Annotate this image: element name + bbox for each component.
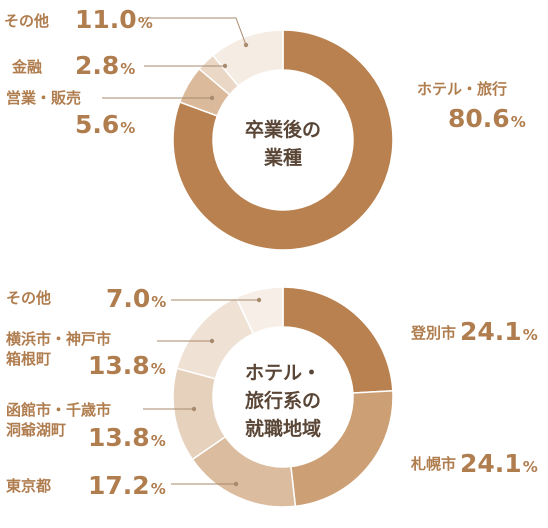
industry-label-hotel: ホテル・旅行	[417, 80, 507, 98]
region-value-sapporo-number: 24.1	[460, 449, 522, 478]
region-slice-5	[235, 286, 284, 335]
industry-value-sales: 5.6%	[75, 110, 135, 139]
region-leader-lines	[143, 297, 262, 487]
region-value-yokohama: 13.8%	[88, 351, 166, 380]
region-value-tokyo: 17.2%	[88, 471, 166, 500]
industry-leader-other-dot	[243, 42, 249, 48]
industry-value-hotel: 80.6%	[448, 104, 526, 133]
region-donut-chart: ホテル・ 旅行系の 就職地域 その他 7.0% 横浜市・神戸市 箱根町 13.8…	[6, 284, 538, 508]
region-value-yokohama-number: 13.8	[88, 351, 150, 380]
region-value-other-number: 7.0	[106, 284, 150, 313]
industry-label-sales: 営業・販売	[6, 89, 81, 107]
industry-label-other: その他	[4, 12, 49, 30]
industry-value-finance-percent: %	[120, 60, 135, 78]
industry-value-sales-percent: %	[120, 119, 135, 137]
region-value-noboribetsu-percent: %	[523, 326, 538, 344]
industry-leader-other	[144, 17, 247, 46]
industry-donut-slices	[172, 29, 394, 251]
region-label-hakodate-line1: 函館市・千歳市	[6, 401, 111, 419]
region-leader-hakodate-dot	[191, 406, 197, 412]
industry-value-other-percent: %	[138, 14, 153, 32]
region-value-noboribetsu: 24.1%	[460, 317, 538, 346]
region-label-sapporo: 札幌市	[410, 455, 456, 473]
industry-value-finance-number: 2.8	[75, 51, 119, 80]
region-value-other: 7.0%	[106, 284, 166, 313]
industry-value-finance: 2.8%	[75, 51, 135, 80]
industry-chart-title-line2: 業種	[263, 146, 302, 169]
region-chart-title-line1: ホテル・	[245, 362, 321, 384]
region-value-tokyo-number: 17.2	[88, 471, 150, 500]
region-chart-title-line2: 旅行系の	[245, 389, 321, 412]
industry-donut-chart: 卒業後の 業種 ホテル・旅行 80.6% その他 11.0% 金融 2.8% 営…	[4, 5, 526, 251]
region-value-hakodate-number: 13.8	[88, 423, 150, 452]
region-label-hakodate-line2: 洞爺湖町	[6, 421, 66, 439]
region-value-other-percent: %	[151, 293, 166, 311]
region-leader-tokyo-dot	[233, 481, 239, 487]
industry-leader-finance-dot	[222, 63, 228, 69]
industry-value-hotel-percent: %	[511, 113, 526, 131]
industry-slice-3	[211, 29, 284, 88]
industry-value-other: 11.0%	[75, 5, 153, 34]
region-value-hakodate-percent: %	[151, 432, 166, 450]
region-value-hakodate: 13.8%	[88, 423, 166, 452]
region-label-tokyo: 東京都	[6, 477, 51, 495]
region-label-noboribetsu: 登別市	[410, 324, 456, 342]
region-value-noboribetsu-number: 24.1	[460, 317, 522, 346]
industry-value-sales-number: 5.6	[75, 110, 119, 139]
region-label-other: その他	[6, 289, 51, 307]
region-value-yokohama-percent: %	[151, 360, 166, 378]
industry-value-hotel-number: 80.6	[448, 104, 510, 133]
industry-leader-sales-dot	[209, 95, 215, 101]
region-label-yokohama-line1: 横浜市・神戸市	[6, 330, 111, 348]
industry-label-finance: 金融	[11, 58, 42, 76]
region-value-sapporo: 24.1%	[460, 449, 538, 478]
industry-slice-0	[172, 29, 394, 251]
region-leader-other-dot	[256, 297, 262, 303]
industry-leader-lines	[102, 17, 249, 101]
region-value-sapporo-percent: %	[523, 458, 538, 476]
industry-value-other-number: 11.0	[75, 5, 137, 34]
region-label-yokohama-line2: 箱根町	[6, 350, 51, 368]
region-chart-title-line3: 就職地域	[245, 417, 321, 440]
region-value-tokyo-percent: %	[151, 480, 166, 498]
region-donut-slices	[172, 286, 394, 508]
industry-chart-title-line1: 卒業後の	[245, 118, 321, 141]
region-leader-yokohama-dot	[209, 338, 215, 344]
